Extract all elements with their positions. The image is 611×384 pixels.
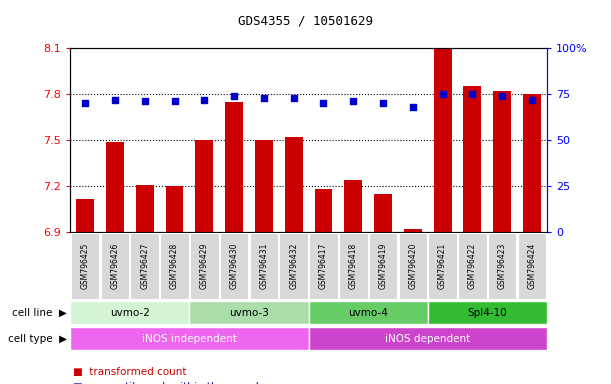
Bar (368, 233, 397, 299)
Bar (196, 140, 213, 232)
Bar (225, 102, 243, 232)
Text: iNOS dependent: iNOS dependent (385, 334, 470, 344)
Bar (101, 233, 130, 299)
Text: ■  percentile rank within the sample: ■ percentile rank within the sample (73, 382, 265, 384)
Point (110, 96, 120, 103)
Point (229, 93, 239, 99)
Bar (315, 189, 332, 232)
Bar (428, 301, 547, 324)
Text: GSM796425: GSM796425 (81, 243, 90, 289)
Text: GSM796426: GSM796426 (111, 243, 119, 289)
Text: GDS4355 / 10501629: GDS4355 / 10501629 (238, 15, 373, 28)
Text: GSM796424: GSM796424 (527, 243, 536, 289)
Bar (76, 199, 94, 232)
Text: uvmo-4: uvmo-4 (348, 308, 388, 318)
Text: Spl4-10: Spl4-10 (467, 308, 507, 318)
Text: GSM796430: GSM796430 (230, 243, 238, 289)
Bar (189, 301, 309, 324)
Bar (458, 233, 487, 299)
Point (140, 98, 150, 104)
Point (199, 96, 209, 103)
Point (408, 104, 418, 110)
Text: ■  transformed count: ■ transformed count (73, 367, 187, 377)
Bar (434, 48, 452, 232)
Bar (309, 327, 547, 351)
Bar (309, 233, 338, 299)
Text: GSM796423: GSM796423 (498, 243, 507, 289)
Text: GSM796429: GSM796429 (200, 243, 209, 289)
Point (437, 91, 447, 97)
Bar (488, 233, 516, 299)
Text: GSM796419: GSM796419 (379, 243, 387, 289)
Bar (70, 327, 309, 351)
Bar (106, 142, 124, 232)
Text: cell line  ▶: cell line ▶ (12, 308, 67, 318)
Bar (463, 86, 481, 232)
Bar (404, 229, 422, 232)
Point (378, 100, 388, 106)
Text: uvmo-2: uvmo-2 (110, 308, 150, 318)
Point (467, 91, 477, 97)
Bar (136, 185, 154, 232)
Bar (493, 91, 511, 232)
Bar (345, 180, 362, 232)
Bar (166, 186, 183, 232)
Text: GSM796432: GSM796432 (289, 243, 298, 289)
Point (497, 93, 507, 99)
Text: GSM796421: GSM796421 (438, 243, 447, 289)
Text: uvmo-3: uvmo-3 (229, 308, 269, 318)
Point (318, 100, 328, 106)
Bar (70, 301, 189, 324)
Bar (518, 233, 546, 299)
Point (289, 95, 299, 101)
Text: cell type  ▶: cell type ▶ (8, 334, 67, 344)
Text: GSM796422: GSM796422 (468, 243, 477, 289)
Point (527, 96, 537, 103)
Text: GSM796418: GSM796418 (349, 243, 357, 289)
Bar (130, 233, 159, 299)
Text: GSM796417: GSM796417 (319, 243, 328, 289)
Text: iNOS independent: iNOS independent (142, 334, 237, 344)
Point (170, 98, 180, 104)
Point (348, 98, 358, 104)
Point (80, 100, 90, 106)
Bar (374, 194, 392, 232)
Bar (339, 233, 368, 299)
Bar (249, 233, 278, 299)
Bar (220, 233, 249, 299)
Bar (255, 140, 273, 232)
Point (259, 95, 269, 101)
Bar (160, 233, 189, 299)
Bar (190, 233, 219, 299)
Bar (285, 137, 302, 232)
Bar (523, 94, 541, 232)
Bar (398, 233, 427, 299)
Bar (309, 301, 428, 324)
Text: GSM796428: GSM796428 (170, 243, 179, 289)
Text: GSM796427: GSM796427 (141, 243, 149, 289)
Text: GSM796420: GSM796420 (408, 243, 417, 289)
Text: GSM796431: GSM796431 (260, 243, 268, 289)
Bar (428, 233, 457, 299)
Bar (71, 233, 100, 299)
Bar (279, 233, 308, 299)
